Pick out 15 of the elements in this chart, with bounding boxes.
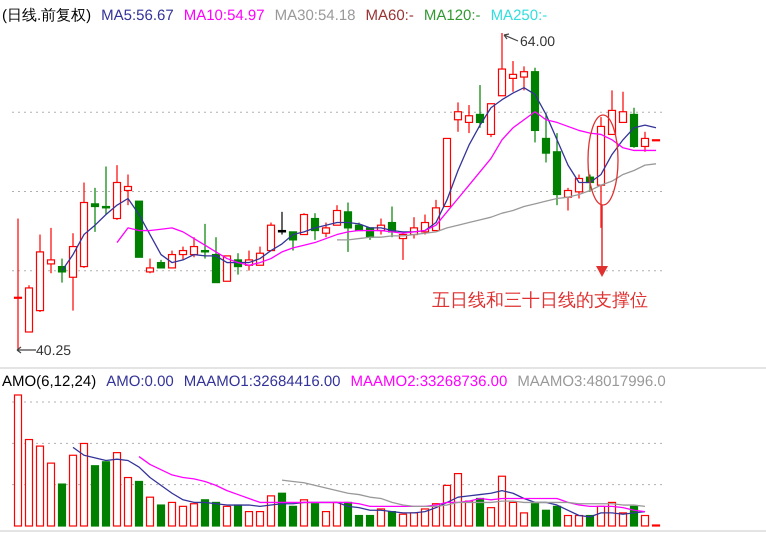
annotation: 64.00 xyxy=(520,33,556,49)
text: MAAMO2:33268736.00 xyxy=(350,373,508,390)
text: MAAMO3:48017996.0 xyxy=(517,373,666,390)
legend-label: MA120:- xyxy=(424,7,481,24)
annotation: 五日线和三十日线的支撑位 xyxy=(432,290,648,310)
annotation: 40.25 xyxy=(36,342,72,358)
text: MA5:56.67 xyxy=(101,7,174,24)
legend-label: MA60:- xyxy=(366,7,414,24)
text: MA10:54.97 xyxy=(184,7,265,24)
chart-title: AMO(6,12,24) xyxy=(2,373,96,390)
text: MAAMO1:32684416.00 xyxy=(184,373,341,390)
legend-label: MA250:- xyxy=(490,7,548,24)
text: MA30:54.18 xyxy=(274,7,356,24)
text: AMO:0.00 xyxy=(106,373,174,390)
chart-title: (日线.前复权) xyxy=(2,7,92,24)
